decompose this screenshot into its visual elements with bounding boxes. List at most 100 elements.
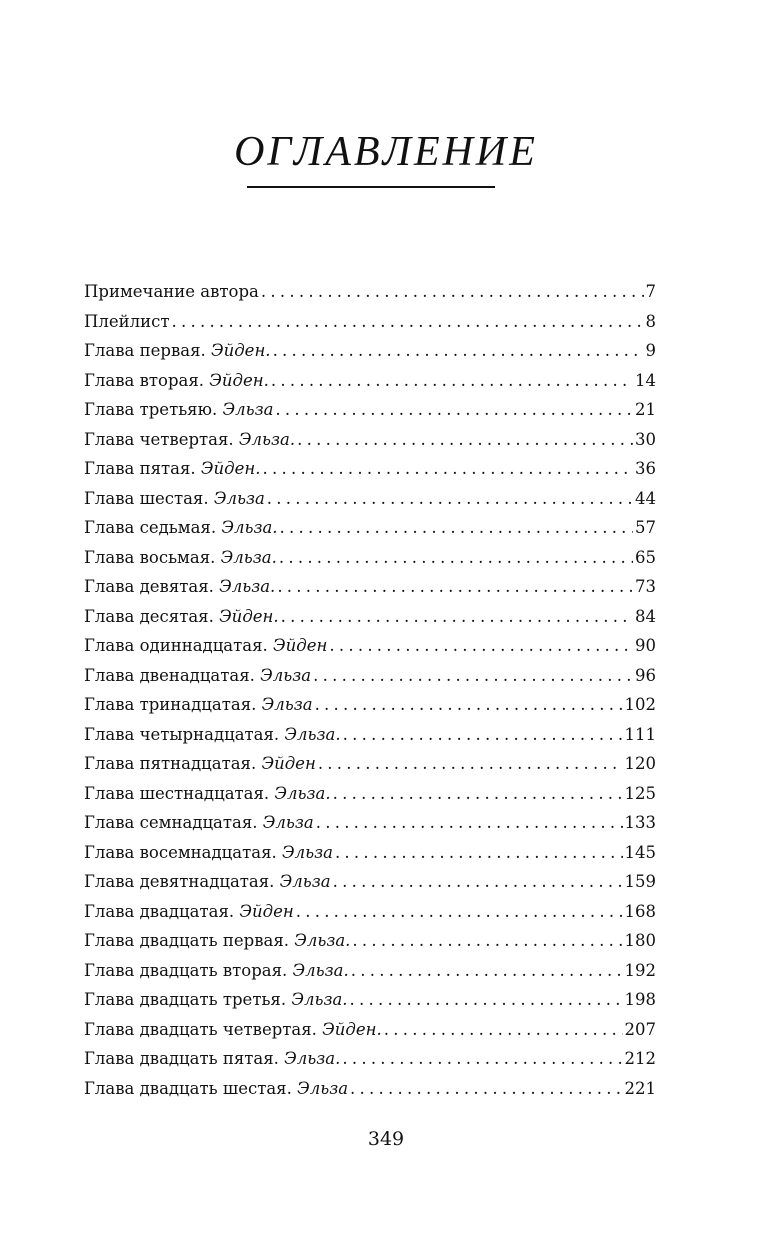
toc-entry[interactable]: Глава двадцать шестая. Эльза 221: [84, 1079, 656, 1109]
entry-page: 9: [645, 341, 657, 360]
page-title: ОГЛАВЛЕНИЕ: [234, 129, 538, 175]
toc-entry[interactable]: Глава шестая. Эльза 44: [84, 489, 656, 519]
entry-title: Примечание автора: [84, 282, 259, 301]
toc-entry[interactable]: Глава четвертая. Эльза. 30: [84, 430, 656, 460]
entry-page: 90: [635, 636, 656, 655]
entry-text: Глава семнадцатая.: [84, 813, 263, 832]
entry-title: Глава тринадцатая. Эльза: [84, 695, 313, 714]
entry-narrator: Эйден.: [210, 341, 271, 360]
toc-entry[interactable]: Глава седьмая. Эльза. 57: [84, 518, 656, 548]
toc-entry[interactable]: Плейлист 8: [84, 312, 656, 342]
entry-text: Глава вторая.: [84, 370, 210, 390]
toc-entry[interactable]: Глава одиннадцатая. Эйден 90: [84, 636, 656, 666]
dot-leader: [318, 754, 623, 773]
entry-text: Глава двадцатая.: [84, 901, 240, 921]
entry-page: 84: [635, 606, 656, 626]
entry-narrator: Эльза.: [284, 1049, 341, 1068]
entry-page: 221: [624, 1078, 657, 1098]
entry-page: 198: [624, 990, 657, 1009]
dot-leader: [350, 1079, 622, 1098]
toc-entry[interactable]: Глава пятнадцатая. Эйден 120: [84, 754, 656, 784]
toc-entry[interactable]: Глава двадцать пятая. Эльза. 212: [84, 1049, 656, 1079]
entry-text: Глава пятая.: [84, 459, 201, 478]
toc-entry[interactable]: Глава восемнадцатая. Эльза 145: [84, 843, 656, 873]
entry-narrator: Эльза: [260, 665, 312, 685]
dot-leader: [273, 341, 644, 360]
entry-text: Глава шестая.: [84, 488, 214, 508]
entry-page: 21: [635, 400, 656, 419]
entry-text: Глава восемнадцатая.: [84, 842, 282, 862]
dot-leader: [296, 902, 623, 921]
toc-entry[interactable]: Глава двадцать четвертая. Эйден. 207: [84, 1020, 656, 1050]
toc-entry[interactable]: Глава двадцатая. Эйден 168: [84, 902, 656, 932]
entry-page: 14: [635, 370, 656, 390]
dot-leader: [329, 636, 633, 655]
entry-text: Глава двенадцатая.: [84, 665, 261, 685]
toc-entry[interactable]: Глава двадцать третья. Эльза. 198: [84, 990, 656, 1020]
entry-page: 145: [624, 842, 657, 862]
entry-text: Глава пятнадцатая.: [84, 754, 262, 773]
entry-title: Глава шестнадцатая. Эльза.: [84, 784, 331, 803]
dot-leader: [281, 607, 633, 626]
entry-page: 111: [624, 724, 657, 744]
entry-page: 65: [635, 547, 656, 567]
entry-page: 192: [624, 960, 657, 980]
entry-text: Глава тринадцатая.: [84, 695, 262, 714]
toc-entry[interactable]: Глава девятая. Эльза. 73: [84, 577, 656, 607]
entry-text: Глава одиннадцатая.: [84, 636, 274, 655]
dot-leader: [352, 931, 622, 950]
entry-narrator: Эльза.: [220, 547, 277, 567]
entry-text: Глава двадцать четвертая.: [84, 1019, 323, 1039]
entry-narrator: Эльза: [261, 695, 313, 714]
entry-page: 133: [624, 813, 657, 832]
entry-title: Глава двенадцатая. Эльза: [84, 666, 311, 685]
entry-page: 7: [645, 282, 657, 301]
entry-narrator: Эйден: [273, 636, 328, 655]
toc-entry[interactable]: Глава двенадцатая. Эльза 96: [84, 666, 656, 696]
toc-entry[interactable]: Глава двадцать вторая. Эльза. 192: [84, 961, 656, 991]
entry-narrator: Эйден: [239, 901, 294, 921]
dot-leader: [267, 489, 633, 508]
entry-page: 180: [624, 931, 657, 950]
entry-title: Глава одиннадцатая. Эйден: [84, 636, 327, 655]
entry-title: Глава третьяю. Эльза: [84, 400, 273, 419]
toc-entry[interactable]: Глава десятая. Эйден. 84: [84, 607, 656, 637]
toc-entry[interactable]: Глава шестнадцатая. Эльза. 125: [84, 784, 656, 814]
entry-narrator: Эльза: [222, 400, 274, 419]
entry-text: Глава девятнадцатая.: [84, 872, 280, 891]
entry-text: Плейлист: [84, 311, 170, 331]
entry-narrator: Эйден.: [322, 1019, 382, 1039]
dot-leader: [279, 548, 633, 567]
toc-entry[interactable]: Глава семнадцатая. Эльза 133: [84, 813, 656, 843]
entry-text: Глава восьмая.: [84, 547, 221, 567]
toc-entry[interactable]: Глава двадцать первая. Эльза. 180: [84, 931, 656, 961]
toc-entry[interactable]: Глава вторая. Эйден. 14: [84, 371, 656, 401]
entry-narrator: Эльза.: [294, 931, 351, 950]
entry-narrator: Эльза: [297, 1078, 349, 1098]
entry-text: Глава четырнадцатая.: [84, 724, 285, 744]
entry-narrator: Эльза.: [219, 577, 276, 596]
dot-leader: [351, 961, 623, 980]
toc-entry[interactable]: Примечание автора 7: [84, 282, 656, 312]
dot-leader: [342, 1049, 622, 1068]
toc-entry[interactable]: Глава восьмая. Эльза. 65: [84, 548, 656, 578]
dot-leader: [316, 813, 623, 832]
entry-text: Глава двадцать первая.: [84, 931, 295, 950]
table-of-contents: Примечание автора 7 Плейлист 8 Глава первая.…: [84, 282, 656, 1108]
entry-text: Глава первая.: [84, 341, 211, 360]
entry-narrator: Эльза.: [292, 960, 349, 980]
toc-entry[interactable]: Глава третьяю. Эльза 21: [84, 400, 656, 430]
entry-title: Глава двадцать первая. Эльза.: [84, 931, 350, 950]
entry-title: Глава седьмая. Эльза.: [84, 518, 278, 537]
dot-leader: [384, 1020, 623, 1039]
entry-narrator: Эльза.: [274, 783, 331, 803]
toc-entry[interactable]: Глава девятнадцатая. Эльза 159: [84, 872, 656, 902]
entry-narrator: Эльза.: [291, 990, 348, 1009]
toc-entry[interactable]: Глава четырнадцатая. Эльза. 111: [84, 725, 656, 755]
entry-page: 57: [635, 518, 656, 537]
entry-narrator: Эльза: [281, 842, 333, 862]
toc-entry[interactable]: Глава первая. Эйден. 9: [84, 341, 656, 371]
dot-leader: [313, 666, 633, 685]
toc-entry[interactable]: Глава тринадцатая. Эльза 102: [84, 695, 656, 725]
toc-entry[interactable]: Глава пятая. Эйден. 36: [84, 459, 656, 489]
